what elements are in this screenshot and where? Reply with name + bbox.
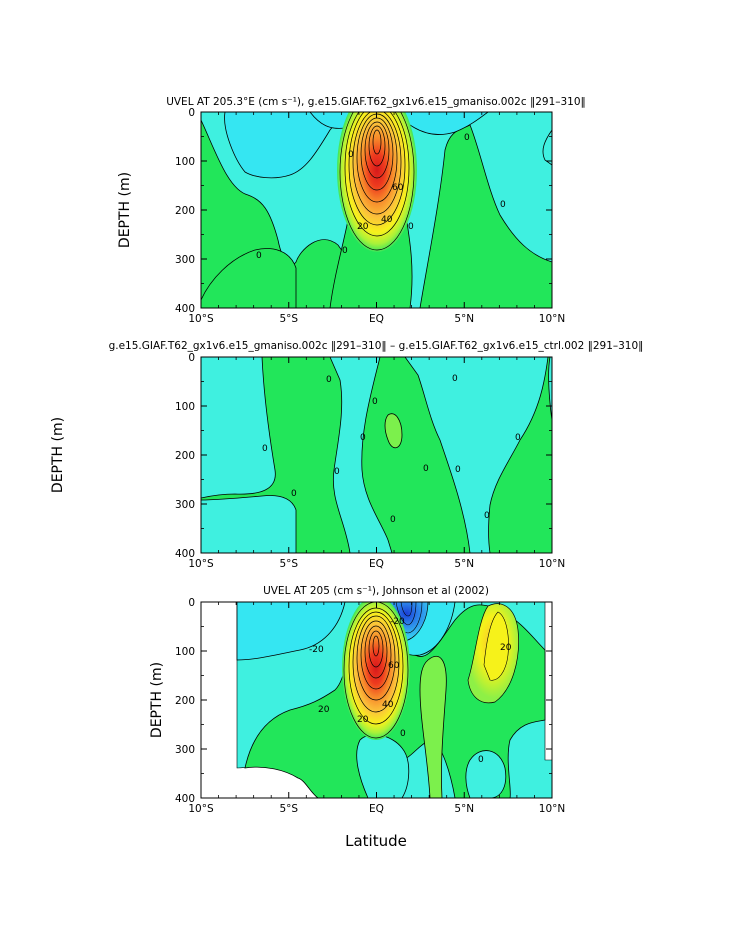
x-tick-label: 5°S (279, 313, 298, 325)
panel-1-cyan-east-edge (542, 129, 552, 166)
contour-label: 0 (500, 200, 506, 210)
panel-1-contour-labels: 0 0 0 0 0 0 20 40 60 (256, 133, 506, 261)
contour-label: -20 (309, 645, 324, 655)
y-tick-label: 300 (175, 499, 195, 511)
panel-2-cyan-west (201, 357, 276, 499)
panel-1: UVEL AT 205.3°E (cm s⁻¹), g.e15.GIAF.T62… (117, 96, 586, 325)
panel-2-cyan-center (329, 357, 393, 553)
panel-3-cyan-patch-east (465, 750, 507, 798)
x-tick-label: EQ (369, 558, 384, 570)
panel-2-axes: 10°S 5°S EQ 5°N 10°N 0 100 200 300 400 (175, 352, 565, 570)
contour-label: 40 (381, 215, 393, 225)
panel-3-undercurrent-core (342, 602, 410, 740)
contour-label: 0 (291, 489, 297, 499)
y-tick-label: 100 (175, 156, 195, 168)
y-tick-label: 100 (175, 646, 195, 658)
y-tick-label: 0 (188, 597, 195, 609)
y-tick-label: 200 (175, 695, 195, 707)
panel-3-contour-labels: -20 -20 0 20 20 40 60 0 20 (309, 617, 512, 765)
contour-label: 0 (478, 755, 484, 765)
contour-label: 0 (464, 133, 470, 143)
contour-label: 0 (423, 464, 429, 474)
x-tick-label: 5°S (279, 558, 298, 570)
y-tick-label: 400 (175, 793, 195, 805)
y-tick-label: 200 (175, 205, 195, 217)
x-tick-label: EQ (369, 803, 384, 815)
contour-label: 0 (360, 433, 366, 443)
panel-2-cyan-east (404, 357, 549, 553)
panel-3-sky-west (236, 602, 346, 661)
panel-3: UVEL AT 205 (cm s⁻¹), Johnson et al (200… (149, 585, 565, 850)
panel-2-ylabel: DEPTH (m) (50, 417, 66, 493)
panel-2-cyan-southwest (201, 495, 297, 553)
contour-label: 0 (372, 397, 378, 407)
x-tick-label: 5°S (279, 803, 298, 815)
y-tick-label: 400 (175, 548, 195, 560)
y-tick-label: 100 (175, 401, 195, 413)
y-tick-label: 0 (188, 107, 195, 119)
contour-label: 0 (326, 375, 332, 385)
contour-label: 20 (357, 222, 369, 232)
panel-1-title: UVEL AT 205.3°E (cm s⁻¹), g.e15.GIAF.T62… (166, 96, 586, 108)
x-tick-label: 10°S (188, 803, 214, 815)
x-tick-label: EQ (369, 313, 384, 325)
contour-label: 0 (334, 467, 340, 477)
panel-1-undercurrent-core (337, 112, 417, 252)
panel-2-lime-patch (384, 413, 403, 449)
panel-3-ylabel: DEPTH (m) (149, 662, 165, 738)
contour-label: -20 (390, 617, 405, 627)
contour-label: 0 (400, 729, 406, 739)
x-tick-label: 5°N (454, 803, 474, 815)
contour-label: 0 (262, 444, 268, 454)
panel-3-yellow-inner (483, 611, 509, 681)
y-tick-label: 400 (175, 303, 195, 315)
contour-label: 60 (392, 183, 404, 193)
contour-label: 0 (452, 374, 458, 384)
contour-label: 0 (408, 222, 414, 232)
y-tick-label: 0 (188, 352, 195, 364)
y-tick-label: 200 (175, 450, 195, 462)
contour-label: 0 (342, 246, 348, 256)
contour-label: 60 (388, 661, 400, 671)
contour-label: 0 (484, 511, 490, 521)
x-axis-label: Latitude (345, 832, 407, 850)
contour-label: 20 (357, 715, 369, 725)
contour-label: 0 (348, 150, 354, 160)
panel-2-title: g.e15.GIAF.T62_gx1v6.e15_gmaniso.002c ‖2… (109, 340, 644, 352)
panel-1-green-east (419, 124, 552, 308)
y-tick-label: 300 (175, 254, 195, 266)
x-tick-label: 5°N (454, 313, 474, 325)
y-tick-label: 300 (175, 744, 195, 756)
panel-2-contour-labels: 0 0 0 0 0 0 0 0 0 0 0 0 (262, 374, 521, 525)
contour-label: 0 (256, 251, 262, 261)
panel-1-green-region-left (201, 248, 297, 308)
contour-label: 40 (382, 700, 394, 710)
contour-label: 20 (318, 705, 330, 715)
contour-label: 0 (455, 465, 461, 475)
x-tick-label: 10°S (188, 558, 214, 570)
x-tick-label: 5°N (454, 558, 474, 570)
panel-3-title: UVEL AT 205 (cm s⁻¹), Johnson et al (200… (263, 585, 489, 597)
x-tick-label: 10°N (539, 558, 565, 570)
panel-3-lime-stripe (419, 655, 447, 798)
contour-label: 0 (515, 433, 521, 443)
panel-2: g.e15.GIAF.T62_gx1v6.e15_gmaniso.002c ‖2… (50, 340, 643, 570)
panel-3-core-contours (343, 602, 409, 739)
x-tick-label: 10°N (539, 803, 565, 815)
contour-label: 20 (500, 643, 512, 653)
panel-1-ylabel: DEPTH (m) (117, 172, 133, 248)
contour-label: 0 (390, 515, 396, 525)
x-tick-label: 10°S (188, 313, 214, 325)
x-tick-label: 10°N (539, 313, 565, 325)
